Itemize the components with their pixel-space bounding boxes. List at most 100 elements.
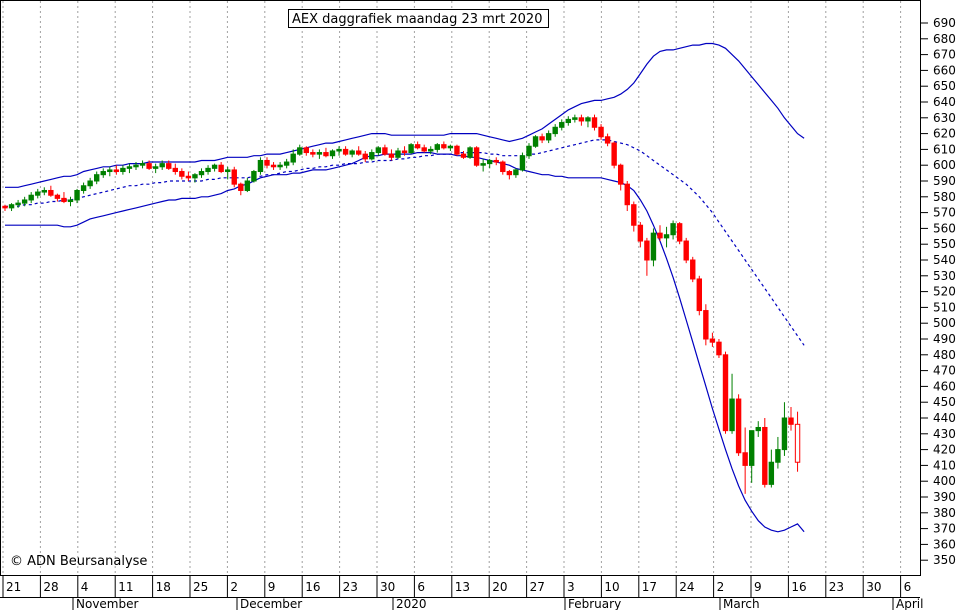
candle-body <box>519 155 526 171</box>
y-tick-label: 580 <box>933 190 956 204</box>
y-tick-label: 370 <box>933 522 956 536</box>
candle-body <box>506 171 513 176</box>
candle-body <box>146 163 152 169</box>
copyright-text: © ADN Beursanalyse <box>10 554 147 569</box>
candle-body <box>611 142 617 166</box>
candle-body <box>382 147 388 155</box>
x-tick-label: 6 <box>417 580 425 594</box>
x-tick-label: 18 <box>156 580 171 594</box>
candle-body <box>238 183 244 191</box>
candle-body <box>401 150 408 154</box>
plot-frame <box>0 0 921 576</box>
candle-body <box>559 122 565 128</box>
candle-body <box>716 341 722 356</box>
candle-body <box>775 449 781 463</box>
candle-body <box>41 189 47 193</box>
candle-body <box>362 153 368 160</box>
candle-body <box>545 133 552 141</box>
x-tick-label: 24 <box>679 580 694 594</box>
candle-body <box>303 147 310 154</box>
candle-body <box>159 163 165 168</box>
candle-body <box>100 171 106 176</box>
y-tick-label: 610 <box>933 142 956 156</box>
x-tick-label: 3 <box>567 580 575 594</box>
candle-body <box>709 338 716 343</box>
y-tick-label: 590 <box>933 174 956 188</box>
y-tick-label: 410 <box>933 458 956 472</box>
y-axis-ticks: 6906806706606506406306206106005905805705… <box>921 16 956 567</box>
candle-body <box>225 169 231 173</box>
candlesticks <box>2 114 801 494</box>
y-tick-label: 440 <box>933 411 956 425</box>
y-tick-label: 520 <box>933 285 956 299</box>
candle-body <box>421 147 427 152</box>
candle-body <box>87 180 93 187</box>
candle-body <box>749 430 755 466</box>
candle-body <box>2 205 8 209</box>
candle-body <box>48 189 54 196</box>
y-tick-label: 480 <box>933 348 956 362</box>
candle-body <box>179 171 185 177</box>
candle-body <box>604 136 611 144</box>
candle-body <box>585 117 591 122</box>
candle-body <box>434 144 441 150</box>
x-tick-label: 21 <box>6 580 21 594</box>
candle-body <box>532 136 539 147</box>
y-tick-label: 690 <box>933 16 956 30</box>
y-tick-label: 470 <box>933 364 956 378</box>
candle-body <box>565 118 571 124</box>
candle-body <box>703 310 709 340</box>
candle-body <box>722 354 729 432</box>
x-tick-label: 27 <box>530 580 545 594</box>
candle-body <box>61 197 67 203</box>
candle-body <box>473 147 480 166</box>
candle-body <box>598 126 604 138</box>
y-tick-label: 390 <box>933 490 956 504</box>
y-tick-label: 380 <box>933 506 956 520</box>
y-tick-label: 460 <box>933 379 956 393</box>
candle-body <box>637 224 644 242</box>
candle-body <box>578 117 585 122</box>
candle-body <box>696 278 702 312</box>
candle-body <box>297 147 303 155</box>
candle-body <box>493 159 499 163</box>
candle-body <box>624 183 630 206</box>
x-tick-label: 25 <box>193 580 208 594</box>
candle-body <box>218 164 224 173</box>
candle-body <box>454 145 460 155</box>
y-tick-label: 490 <box>933 332 956 346</box>
candle-body <box>28 194 34 201</box>
bollinger-upper-line <box>5 42 805 188</box>
x-tick-label: 23 <box>829 580 844 594</box>
candle-body <box>690 259 696 280</box>
candle-body <box>67 199 74 203</box>
candle-body <box>618 164 624 185</box>
x-tick-label: 16 <box>305 580 320 594</box>
y-tick-label: 670 <box>933 48 956 62</box>
candle-body <box>460 153 467 158</box>
y-tick-label: 600 <box>933 158 956 172</box>
month-label: February <box>568 597 621 610</box>
candle-body <box>539 136 545 141</box>
x-axis-month-labels: November December 2020 February March April <box>72 597 923 610</box>
candle-body <box>375 147 382 154</box>
y-tick-label: 400 <box>933 474 956 488</box>
x-tick-label: 2 <box>717 580 725 594</box>
candle-body <box>631 204 637 226</box>
y-tick-label: 530 <box>933 269 956 283</box>
candle-body <box>513 169 519 176</box>
candle-body <box>395 150 401 158</box>
candle-body <box>788 417 794 425</box>
y-tick-label: 630 <box>933 111 956 125</box>
candle-body <box>166 163 172 169</box>
candle-body <box>74 189 80 201</box>
y-tick-label: 570 <box>933 206 956 220</box>
candle-body <box>742 452 748 466</box>
y-tick-label: 550 <box>933 237 956 251</box>
y-tick-label: 620 <box>933 127 956 141</box>
chart-title: AEX daggrafiek maandag 23 mrt 2020 <box>292 12 542 27</box>
candle-body <box>290 153 296 163</box>
title-box <box>288 9 549 28</box>
